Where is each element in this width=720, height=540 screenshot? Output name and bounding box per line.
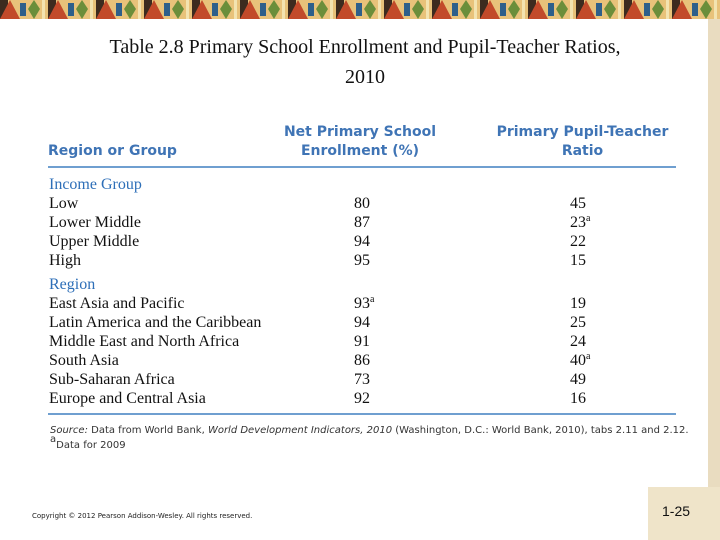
footnote: aData for 2009 xyxy=(50,435,126,452)
table-cell: 94 xyxy=(354,233,370,250)
table-cell: Europe and Central Asia xyxy=(49,390,206,407)
table-cell: 19 xyxy=(570,295,586,312)
table-cell: 15 xyxy=(570,252,586,269)
table-cell: 22 xyxy=(570,233,586,250)
table-cell: 24 xyxy=(570,333,586,350)
table-cell: 91 xyxy=(354,333,370,350)
group-label: Income Group xyxy=(49,176,142,193)
footnote-text: Data for 2009 xyxy=(56,440,126,451)
table-cell: 93a xyxy=(354,294,374,313)
table-cell: Sub-Saharan Africa xyxy=(49,371,175,388)
cell-note: a xyxy=(370,294,375,305)
table-cell: East Asia and Pacific xyxy=(49,295,185,312)
cell-value: 23 xyxy=(570,214,586,231)
table-cell: 95 xyxy=(354,252,370,269)
cell-note: a xyxy=(586,213,591,224)
source-part: Source: xyxy=(50,425,88,436)
table-cell: 40a xyxy=(570,351,590,370)
title-line: Table 2.8 Primary School Enrollment and … xyxy=(109,36,621,58)
table-cell: 92 xyxy=(354,390,370,407)
table-rule xyxy=(48,166,676,168)
table-cell: Low xyxy=(49,195,79,212)
column-header: Net Primary School Enrollment (%) xyxy=(283,124,437,159)
table-cell: Middle East and North Africa xyxy=(49,333,240,350)
table-cell: 94 xyxy=(354,314,370,331)
title-line: 2010 xyxy=(345,66,385,88)
table-cell: 87 xyxy=(354,214,370,231)
table-cell: 25 xyxy=(570,314,586,331)
decorative-band xyxy=(0,0,720,19)
table-rule xyxy=(48,413,676,415)
source-note: Source: Data from World Bank, World Deve… xyxy=(50,425,689,436)
table-cell: 23a xyxy=(570,213,590,232)
source-part: World Development Indicators, 2010 xyxy=(207,425,393,436)
group-label: Region xyxy=(49,276,96,293)
table-cell: 80 xyxy=(354,195,370,212)
table-cell: South Asia xyxy=(49,352,119,369)
copyright: Copyright © 2012 Pearson Addison-Wesley.… xyxy=(32,512,253,520)
page-box xyxy=(648,487,720,540)
cell-note: a xyxy=(586,351,591,362)
page-number: 1-25 xyxy=(662,503,691,519)
cell-value: 93 xyxy=(354,295,370,312)
source-part: Data from World Bank, xyxy=(87,425,208,436)
table-cell: High xyxy=(49,252,81,269)
table-cell: Upper Middle xyxy=(49,233,140,250)
footnote-mark: a xyxy=(50,434,57,445)
table-cell: 86 xyxy=(354,352,370,369)
table-cell: 49 xyxy=(570,371,586,388)
source-part: (Washington, D.C.: World Bank, 2010), ta… xyxy=(392,425,689,436)
table-cell: 16 xyxy=(570,390,586,407)
table-cell: 73 xyxy=(354,371,370,388)
cell-value: 40 xyxy=(570,352,586,369)
column-header: Primary Pupil-Teacher Ratio xyxy=(496,124,669,159)
table-cell: Latin America and the Caribbean xyxy=(49,314,262,331)
table-cell: Lower Middle xyxy=(49,214,141,231)
side-stripe xyxy=(708,19,720,487)
column-header: Region or Group xyxy=(48,143,177,159)
table-cell: 45 xyxy=(570,195,586,212)
